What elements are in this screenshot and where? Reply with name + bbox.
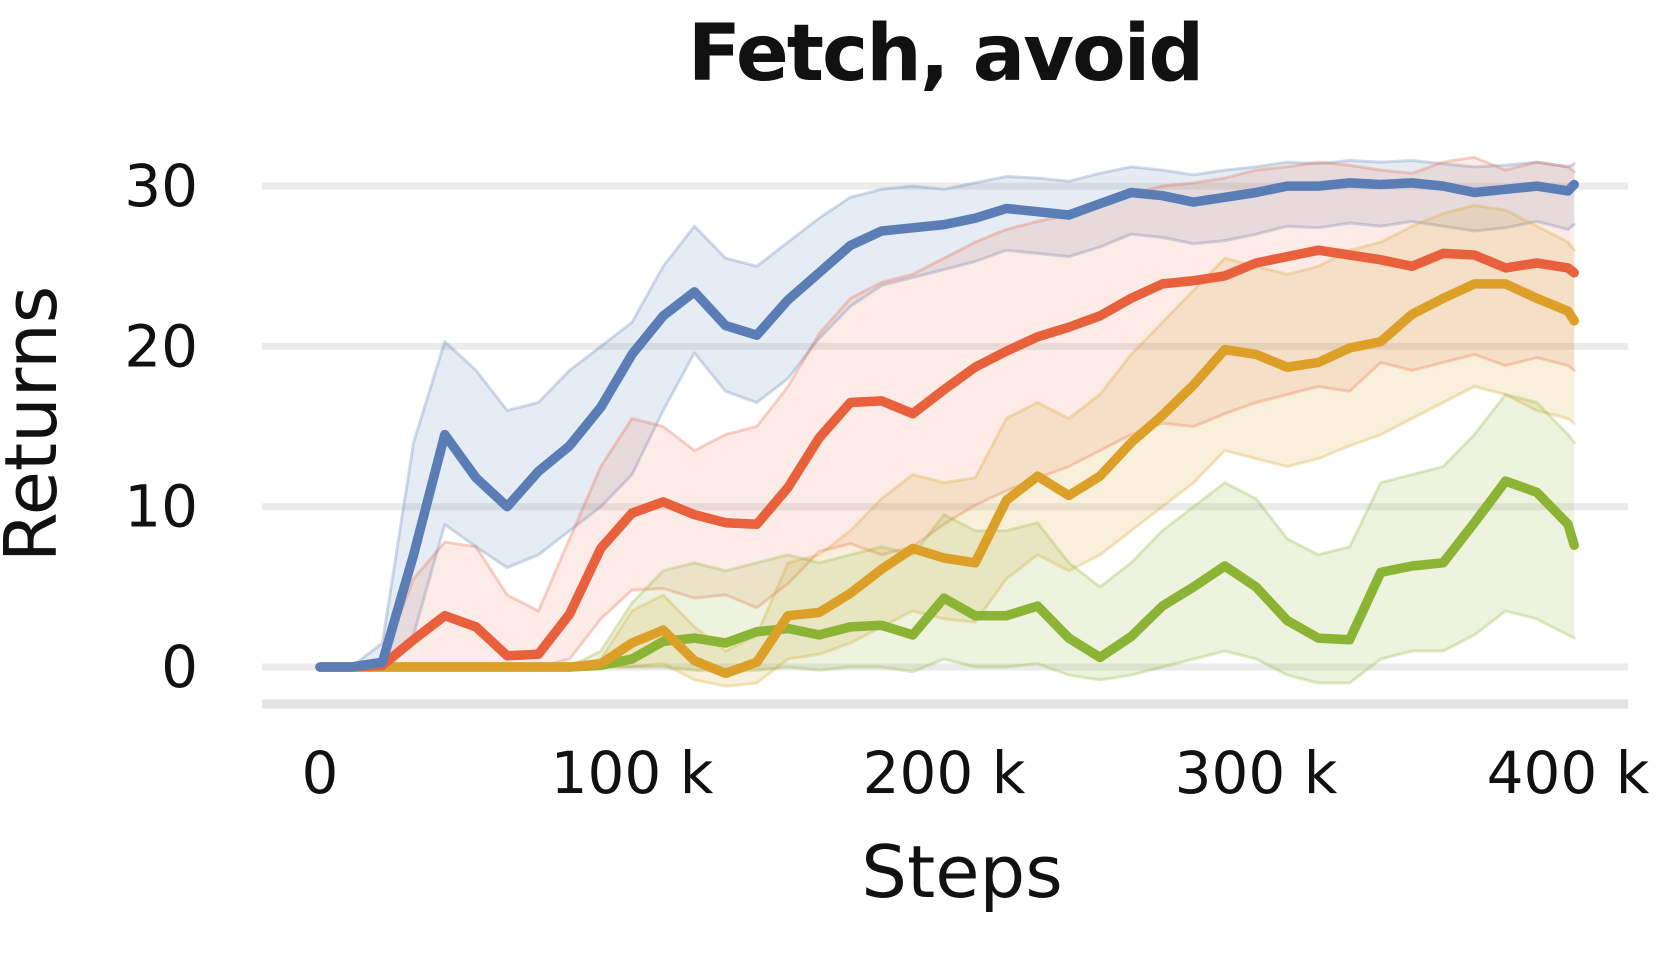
y-tick-label: 20 — [124, 312, 198, 380]
series-line-gold — [315, 279, 1579, 679]
band-edge-lower-blue — [318, 219, 1576, 669]
y-tick-label: 30 — [124, 152, 198, 220]
band-green — [320, 394, 1575, 683]
series-line-orange — [315, 245, 1579, 672]
x-tick-label: 0 — [302, 739, 339, 807]
band-edge-upper-orange — [318, 155, 1576, 669]
y-tick-label: 0 — [161, 633, 198, 701]
series-line-blue — [315, 178, 1579, 672]
band-orange — [320, 157, 1575, 667]
band-gold — [320, 205, 1575, 687]
confidence-band-layer — [318, 155, 1576, 688]
band-blue — [320, 160, 1575, 667]
chart-title: Fetch, avoid — [688, 9, 1203, 99]
tick-label-layer: 0 100 k 200 k 300 k 400 k 0 10 20 30 — [124, 152, 1650, 807]
band-edge-upper-blue — [318, 159, 1576, 669]
y-axis-label: Returns — [0, 286, 73, 562]
x-tick-label: 300 k — [1175, 739, 1338, 807]
x-axis-label: Steps — [861, 830, 1062, 914]
x-tick-label: 200 k — [863, 739, 1026, 807]
x-tick-label: 100 k — [551, 739, 714, 807]
series-line-layer — [315, 178, 1579, 679]
x-tick-label: 400 k — [1487, 739, 1650, 807]
y-tick-label: 10 — [124, 473, 198, 541]
